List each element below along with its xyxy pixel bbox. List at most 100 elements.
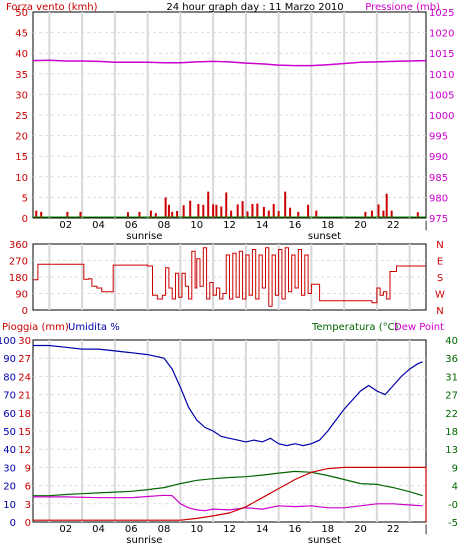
x-tick-label: 22 xyxy=(387,524,400,535)
x-tick-label: 02 xyxy=(59,220,72,231)
direction-tick-label: 270 xyxy=(9,257,28,268)
wind-speed-bar xyxy=(66,211,69,218)
wind-speed-bar xyxy=(277,210,280,218)
wind-speed-bar xyxy=(35,210,38,218)
direction-tick-label: 180 xyxy=(9,273,28,284)
plot-area-3 xyxy=(32,339,427,523)
temperature-tick-label: -5 xyxy=(448,518,458,529)
x-tick-label: 02 xyxy=(59,524,72,535)
wind-speed-bar xyxy=(230,210,233,218)
wind-speed-bar xyxy=(307,204,310,218)
pressure-tick-label: 990 xyxy=(429,152,448,163)
temperature-tick-label: 31 xyxy=(445,372,458,383)
wind-speed-bar xyxy=(377,204,380,218)
pressure-tick-label: 1010 xyxy=(429,70,454,81)
wind-speed-bar xyxy=(176,210,179,218)
compass-tick-label: S xyxy=(437,273,443,284)
rain-tick-label: 6 xyxy=(25,482,31,493)
wind-speed-bar xyxy=(171,211,174,218)
wind-speed-bar xyxy=(251,203,254,218)
wind-speed-bar xyxy=(315,210,318,218)
pressure-tick-label: 1015 xyxy=(429,49,454,60)
wind-tick-label: 25 xyxy=(15,111,28,122)
wind-speed-bar xyxy=(382,210,385,218)
pressure-tick-label: 1020 xyxy=(429,29,454,40)
graph-title: 24 hour graph day : 11 Marzo 2010 xyxy=(166,2,343,13)
rain-tick-label: 24 xyxy=(18,372,31,383)
wind-speed-bar xyxy=(385,193,388,218)
x-end-tick: | xyxy=(424,220,427,231)
x-tick-label: 06 xyxy=(125,524,138,535)
pressure-axis-title: Pressione (mb) xyxy=(365,2,440,13)
x-tick-label: 10 xyxy=(190,220,203,231)
wind-tick-label: 0 xyxy=(22,214,28,225)
rain-tick-label: 9 xyxy=(25,463,31,474)
x-tick-label: 08 xyxy=(158,220,171,231)
x-tick-label: 18 xyxy=(321,220,334,231)
wind-speed-bar xyxy=(182,205,185,218)
wind-speed-bar xyxy=(267,210,270,218)
pressure-tick-label: 995 xyxy=(429,132,448,143)
compass-tick-label: W xyxy=(435,290,445,301)
humidity-axis-title: Umidita % xyxy=(68,322,120,333)
x-end-tick: | xyxy=(424,524,427,535)
direction-tick-label: 0 xyxy=(22,306,28,317)
temperature-tick-label: 27 xyxy=(445,391,458,402)
temperature-line xyxy=(33,470,423,497)
x-tick-label: 04 xyxy=(92,524,105,535)
wind-tick-label: 30 xyxy=(15,90,28,101)
wind-tick-label: 35 xyxy=(15,70,28,81)
x-tick-label: 20 xyxy=(354,524,367,535)
rain-line xyxy=(33,466,427,522)
wind-direction-line xyxy=(33,247,426,307)
rain-tick-label: 15 xyxy=(18,427,31,438)
temperature-axis-title: Temperatura (°C) xyxy=(311,322,399,333)
rain-tick-label: 18 xyxy=(18,409,31,420)
wind-speed-bar xyxy=(289,207,292,218)
rain-tick-label: 12 xyxy=(18,445,31,456)
wind-speed-bar xyxy=(220,206,223,218)
data-marks xyxy=(32,59,427,522)
x-tick-label: 22 xyxy=(387,220,400,231)
rain-tick-label: 0 xyxy=(25,518,31,529)
temperature-tick-label: 4 xyxy=(452,482,458,493)
wind-speed-bar xyxy=(212,204,215,218)
rain-tick-label: 3 xyxy=(25,500,31,511)
temperature-tick-label: 36 xyxy=(445,354,458,365)
x-tick-label: 16 xyxy=(289,524,302,535)
humidity-tick-label: 60 xyxy=(3,409,16,420)
rain-tick-label: 27 xyxy=(18,354,31,365)
pressure-tick-label: 1005 xyxy=(429,90,454,101)
humidity-tick-label: 80 xyxy=(3,372,16,383)
temperature-tick-label: 22 xyxy=(445,409,458,420)
temperature-tick-label: 18 xyxy=(445,427,458,438)
humidity-tick-label: 90 xyxy=(3,354,16,365)
wind-speed-bar xyxy=(390,210,393,218)
wind-speed-bar xyxy=(272,203,275,218)
wind-speed-bar xyxy=(189,200,192,218)
x-tick-label: 08 xyxy=(158,524,171,535)
pressure-tick-label: 1025 xyxy=(429,8,454,19)
compass-tick-label: N xyxy=(436,306,443,317)
grid-lines xyxy=(33,12,426,522)
wind-speed-bar xyxy=(241,201,244,218)
dew-point-line xyxy=(33,494,423,512)
sunset-label: sunset xyxy=(308,535,341,546)
wind-tick-label: 5 xyxy=(22,193,28,204)
direction-tick-label: 360 xyxy=(9,240,28,251)
wind-speed-bar xyxy=(202,204,205,218)
wind-tick-label: 15 xyxy=(15,152,28,163)
rain-axis-title: Pioggia (mm) xyxy=(2,322,69,333)
wind-speed-bar xyxy=(167,204,170,218)
pressure-tick-label: 975 xyxy=(429,214,448,225)
pressure-tick-label: 1000 xyxy=(429,111,454,122)
wind-speed-bar xyxy=(262,206,265,218)
humidity-tick-label: 10 xyxy=(3,500,16,511)
wind-speed-bar xyxy=(256,203,259,218)
wind-speed-bar xyxy=(197,203,200,218)
dew-point-title: Dew Point xyxy=(394,322,444,333)
compass-tick-label: N xyxy=(436,240,443,251)
rain-tick-label: 30 xyxy=(18,336,31,347)
wind-speed-bar xyxy=(154,213,157,218)
compass-tick-label: E xyxy=(437,257,443,268)
